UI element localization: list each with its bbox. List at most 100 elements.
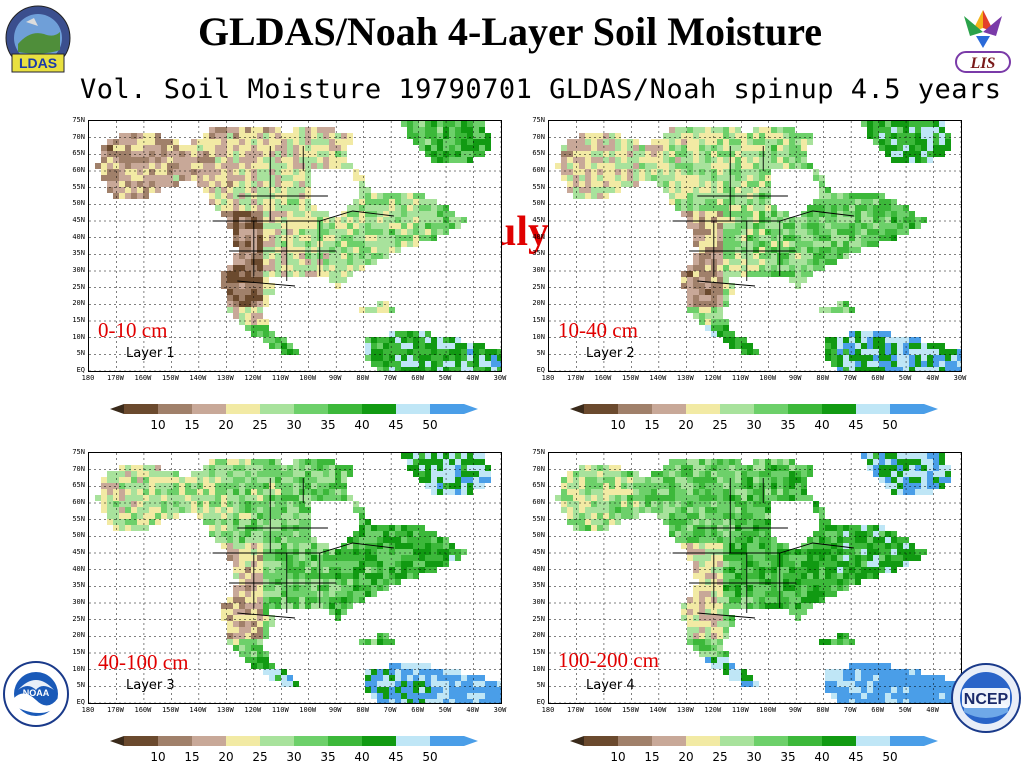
- ncep-logo-text: NCEP: [964, 691, 1009, 708]
- colorbar-segment: [294, 404, 328, 414]
- latitude-tick-label: 55N: [72, 514, 85, 523]
- latitude-tick-label: EQ: [536, 366, 545, 374]
- latitude-tick-label: 20N: [72, 631, 85, 640]
- longitude-tick-label: 40W: [926, 374, 939, 382]
- longitude-tick-label: 150W: [161, 706, 179, 714]
- colorbar-high-arrow: [464, 736, 478, 746]
- noaa-logo-text: NOAA: [23, 688, 50, 698]
- colorbar-segment: [124, 736, 158, 746]
- ncep-logo: NCEP: [950, 662, 1022, 734]
- latitude-tick-label: 35N: [72, 249, 85, 258]
- longitude-tick-label: 180: [81, 374, 95, 382]
- longitude-tick-label: 180: [81, 706, 95, 714]
- colorbar-tick-label: 40: [814, 418, 830, 432]
- page-title: GLDAS/Noah 4-Layer Soil Moisture: [197, 9, 823, 54]
- longitude-tick-label: 110W: [731, 374, 749, 382]
- colorbar-segment: [430, 404, 464, 414]
- map-frame: [88, 452, 502, 704]
- latitude-tick-label: 60N: [72, 166, 85, 174]
- longitude-tick-label: 60W: [871, 706, 884, 714]
- longitude-tick-label: 90W: [328, 706, 342, 714]
- colorbar-tick-label: 15: [644, 750, 660, 764]
- colorbar-segment: [328, 736, 362, 746]
- latitude-tick-label: 10N: [72, 664, 85, 673]
- colorbar-tick-label: 15: [184, 418, 200, 432]
- colorbar-tick-label: 45: [388, 418, 404, 432]
- longitude-tick-label: 40W: [926, 706, 939, 714]
- latitude-tick-label: 70N: [72, 132, 85, 141]
- latitude-tick-label: 45N: [532, 548, 545, 556]
- longitude-tick-label: 30W: [493, 706, 507, 714]
- latitude-tick-label: 20N: [532, 631, 545, 640]
- colorbar-segment: [584, 736, 618, 746]
- latitude-tick-label: 5N: [76, 681, 85, 690]
- latitude-tick-label: 55N: [72, 182, 85, 191]
- latitude-tick-label: 25N: [72, 614, 85, 623]
- longitude-tick-label: 110W: [271, 374, 289, 382]
- latitude-tick-label: 65N: [532, 149, 545, 158]
- colorbar-low-arrow: [110, 404, 124, 414]
- longitude-tick-label: 120W: [244, 374, 262, 382]
- latitude-tick-label: 35N: [532, 249, 545, 258]
- colorbar-segment: [618, 736, 652, 746]
- colorbar-tick-label: 10: [150, 418, 166, 432]
- longitude-tick-label: 110W: [731, 706, 749, 714]
- longitude-tick-label: 140W: [649, 374, 667, 382]
- colorbar-tick-label: 25: [712, 750, 728, 764]
- colorbar-segment: [618, 404, 652, 414]
- colorbar-tick-label: 20: [218, 418, 234, 432]
- colorbar-segment: [720, 736, 754, 746]
- colorbar: 10 15 20 25 30 35 40 45 50: [110, 404, 478, 432]
- latitude-tick-label: 75N: [532, 448, 545, 456]
- colorbar-segment: [890, 404, 924, 414]
- political-boundaries: [672, 478, 854, 619]
- longitude-tick-label: 170W: [567, 706, 584, 714]
- colorbar-segment: [362, 404, 396, 414]
- moisture-cells: [95, 121, 501, 371]
- longitude-tick-label: 160W: [594, 374, 612, 382]
- colorbar-tick-label: 10: [610, 418, 626, 432]
- latitude-tick-label: 60N: [72, 498, 85, 506]
- longitude-tick-label: 40W: [466, 706, 479, 714]
- depth-label: 40-100 cm: [98, 650, 189, 674]
- longitude-tick-label: 140W: [649, 706, 667, 714]
- latitude-tick-label: 75N: [532, 116, 545, 124]
- colorbar-segment: [158, 404, 192, 414]
- latitude-tick-label: 65N: [532, 481, 545, 490]
- latitude-tick-label: 30N: [532, 598, 545, 606]
- longitude-tick-label: 100W: [759, 706, 777, 714]
- colorbar-tick-label: 50: [882, 750, 898, 764]
- political-boundaries: [672, 146, 854, 287]
- ldas-logo-text: LDAS: [19, 55, 57, 71]
- colorbar-segment: [124, 404, 158, 414]
- longitude-tick-label: 160W: [134, 706, 152, 714]
- colorbar-segment: [396, 404, 430, 414]
- latitude-tick-label: 40N: [72, 564, 85, 573]
- latitude-tick-label: 60N: [532, 498, 545, 506]
- longitude-tick-label: 160W: [134, 374, 152, 382]
- colorbar-segment: [652, 404, 686, 414]
- colorbar: 10 15 20 25 30 35 40 45 50: [570, 736, 938, 764]
- colorbar-segment: [856, 736, 890, 746]
- longitude-tick-label: 150W: [621, 374, 639, 382]
- longitude-tick-label: 110W: [271, 706, 289, 714]
- longitude-tick-label: 120W: [244, 706, 262, 714]
- colorbar-high-arrow: [924, 404, 938, 414]
- latitude-tick-label: EQ: [76, 366, 85, 374]
- longitude-tick-label: 60W: [411, 374, 424, 382]
- latitude-tick-label: 60N: [532, 166, 545, 174]
- colorbar-segment: [890, 736, 924, 746]
- longitude-tick-label: 70W: [383, 706, 397, 714]
- colorbar-tick-label: 25: [252, 418, 268, 432]
- latitude-tick-label: 40N: [532, 564, 545, 573]
- colorbar-tick-label: 25: [252, 750, 268, 764]
- latitude-tick-label: 30N: [72, 598, 85, 606]
- latitude-tick-label: 50N: [72, 199, 85, 208]
- colorbar-tick-label: 15: [644, 418, 660, 432]
- colorbar-tick-label: 45: [848, 418, 864, 432]
- colorbar-segment: [362, 736, 396, 746]
- moisture-cells: [555, 453, 961, 703]
- latitude-tick-label: 5N: [76, 349, 85, 358]
- colorbar-tick-label: 20: [678, 418, 694, 432]
- colorbar-segment: [720, 404, 754, 414]
